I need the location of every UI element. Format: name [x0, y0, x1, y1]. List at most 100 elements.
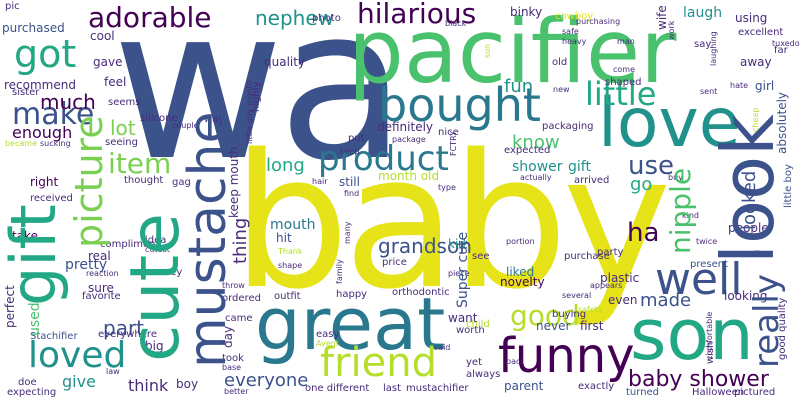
word-pic: pic: [5, 1, 20, 12]
word-happy: happy: [336, 289, 368, 300]
word-said: said: [434, 343, 451, 352]
word-appears: appears: [590, 281, 623, 290]
word-bought: bought: [378, 78, 541, 132]
word-real: real: [88, 249, 111, 263]
word-reaction: reaction: [86, 269, 119, 278]
word-got: got: [14, 32, 77, 76]
word-tuxedo: tuxedo: [772, 39, 800, 48]
word-part: part: [103, 316, 145, 340]
word-lot: lot: [110, 116, 136, 140]
word-much: much: [40, 90, 96, 114]
word-adorable: adorable: [88, 1, 212, 34]
word-definitely: definitely: [377, 120, 434, 134]
word-long: long: [266, 155, 305, 176]
word-shape: shape: [278, 261, 303, 270]
word-everyone: everyone: [224, 370, 309, 391]
word-come: come: [613, 65, 636, 74]
word-actually: actually: [520, 173, 552, 182]
word-exactly: exactly: [578, 381, 615, 392]
word-item: item: [108, 147, 172, 180]
word-still: still: [339, 175, 360, 189]
word-good-quality: good quality: [777, 297, 788, 360]
word-friend: friend: [320, 340, 437, 386]
word-love: love: [598, 84, 741, 163]
word-sister: sister: [12, 87, 40, 98]
word-piece: piece: [448, 269, 470, 278]
word-Avent: Avent: [316, 339, 339, 348]
word-heavy: heavy: [562, 37, 587, 46]
word-laughing: laughing: [709, 31, 718, 66]
word-received: received: [30, 193, 73, 204]
word-silicone: silicone: [140, 113, 178, 124]
word-give: give: [62, 372, 96, 391]
word-photo: photo: [312, 13, 341, 24]
word-good: good: [510, 299, 580, 332]
word-product: product: [318, 139, 449, 179]
word-idea: idea: [145, 235, 167, 246]
word-laugh: laugh: [683, 5, 723, 21]
word-way: way: [204, 114, 225, 125]
word-money: money: [148, 267, 183, 278]
word-say: say: [694, 39, 712, 50]
word-keep-mouth: keep mouth: [227, 146, 241, 218]
word-excellent: excellent: [738, 27, 784, 38]
word-work: work: [667, 20, 676, 40]
word-keep: keep: [340, 147, 360, 156]
word-type: type: [438, 183, 456, 192]
word-orthodontic: orthodontic: [392, 287, 450, 298]
word-know: know: [512, 132, 560, 153]
word-outfit: outfit: [274, 291, 301, 302]
word-feel: feel: [104, 75, 127, 89]
word-looking: looking: [724, 289, 768, 303]
word-buying: buying: [552, 309, 587, 320]
word-baby-shower: baby shower: [628, 367, 769, 392]
word-go: go: [630, 174, 653, 195]
word-sent: sent: [700, 87, 718, 96]
word-people: people: [728, 221, 769, 235]
word-girl: girl: [755, 79, 775, 93]
word-doe: doe: [18, 377, 37, 388]
word-small: small: [738, 249, 760, 258]
word-FCTRY: FCTRY: [449, 130, 458, 156]
word-new: new: [553, 85, 570, 94]
word-kind: kind: [682, 211, 700, 220]
word-man: man: [617, 37, 635, 46]
word-even: even: [608, 293, 638, 307]
word-made: made: [640, 290, 692, 311]
word-nipple: nipple: [664, 167, 697, 254]
word-nephew: nephew: [255, 6, 335, 30]
word-gave: gave: [93, 55, 123, 69]
word-binky: binky: [510, 5, 543, 19]
word-month-old: month old: [378, 169, 440, 183]
word-everywhere: everywhere: [98, 329, 157, 340]
word-sucking: sucking: [40, 139, 71, 148]
word-packaging: packaging: [542, 121, 594, 132]
word-picture: picture: [67, 115, 111, 248]
word-gag: gag: [172, 177, 191, 188]
word-mustachifier: mustachifier: [406, 383, 469, 394]
word-big: big: [145, 339, 164, 353]
word-became: became: [5, 139, 38, 148]
word-far: far: [774, 45, 788, 56]
word-right: right: [30, 175, 59, 189]
word-pictured: pictured: [734, 387, 776, 398]
word-used: used: [27, 302, 43, 336]
word-price: price: [382, 257, 407, 268]
word-purchased: purchased: [2, 21, 65, 35]
word-one-different: one different: [305, 383, 370, 394]
word-son: son: [630, 294, 754, 376]
word-family: family: [335, 259, 344, 284]
word-took: took: [222, 353, 244, 364]
word-child: child: [466, 319, 490, 330]
word-little: little: [585, 75, 657, 113]
word-throw: throw: [222, 281, 245, 290]
word-favorite: favorite: [82, 291, 121, 302]
word-Thank: Thank: [278, 247, 303, 256]
word-law: law: [106, 367, 120, 376]
word-pretty: pretty: [65, 257, 108, 273]
word-twice: twice: [696, 237, 718, 246]
word-came: came: [225, 313, 253, 324]
word-paci: paci: [506, 357, 523, 366]
word-boy: boy: [176, 377, 199, 391]
word-parent: parent: [504, 379, 544, 393]
